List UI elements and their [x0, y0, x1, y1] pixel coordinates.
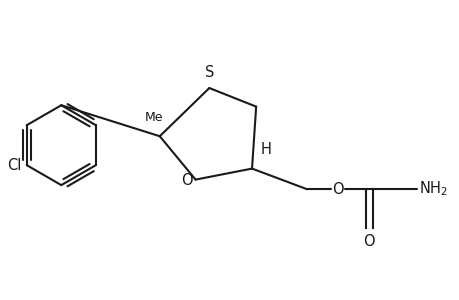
Text: Cl: Cl — [7, 158, 21, 172]
Text: O: O — [181, 173, 192, 188]
Text: O: O — [331, 182, 343, 197]
Text: S: S — [204, 65, 213, 80]
Text: H: H — [260, 142, 271, 157]
Text: O: O — [363, 234, 374, 249]
Text: NH$_2$: NH$_2$ — [419, 179, 448, 198]
Text: Me: Me — [145, 111, 163, 124]
